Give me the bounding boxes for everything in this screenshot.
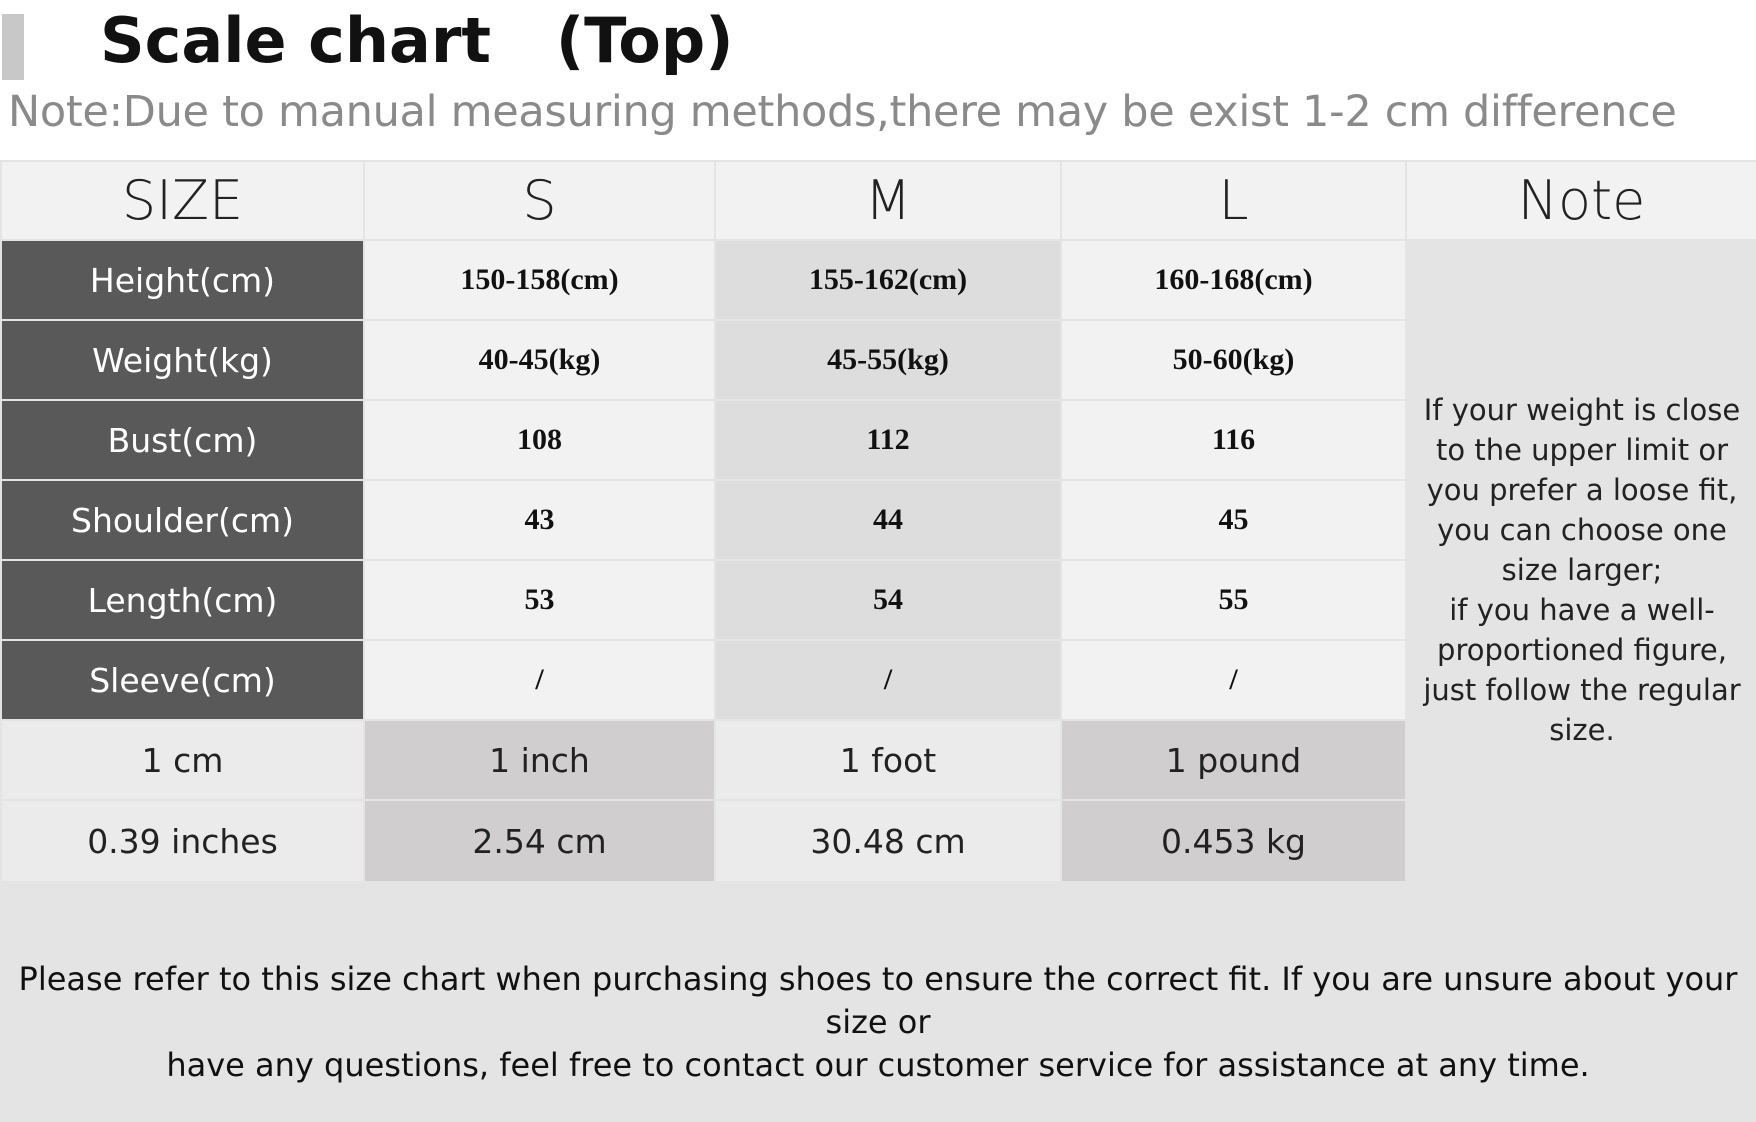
conversion-pound-value: 0.453 kg xyxy=(1062,801,1405,881)
cell-shoulder-l: 45 xyxy=(1062,481,1405,559)
header-s: S xyxy=(365,162,714,239)
cell-length-m: 54 xyxy=(716,561,1060,639)
cell-height-m: 155-162(cm) xyxy=(716,241,1060,319)
cell-height-l: 160-168(cm) xyxy=(1062,241,1405,319)
cell-bust-s: 108 xyxy=(365,401,714,479)
cell-length-l: 55 xyxy=(1062,561,1405,639)
fit-advice-line: you prefer a loose fit, xyxy=(1426,473,1738,507)
cell-sleeve-l: / xyxy=(1062,641,1405,719)
conversion-foot: 1 foot xyxy=(716,721,1060,799)
header-l: L xyxy=(1062,162,1405,239)
conversion-pound: 1 pound xyxy=(1062,721,1405,799)
fit-advice-line: size. xyxy=(1549,713,1615,747)
header-size: SIZE xyxy=(2,162,363,239)
conversion-cm: 1 cm xyxy=(2,721,363,799)
cell-weight-s: 40-45(kg) xyxy=(365,321,714,399)
fit-advice-line: you can choose one xyxy=(1437,513,1727,547)
conversion-inch-value: 2.54 cm xyxy=(365,801,714,881)
footer-line-1: Please refer to this size chart when pur… xyxy=(18,960,1738,1041)
header-m: M xyxy=(716,162,1060,239)
cell-length-s: 53 xyxy=(365,561,714,639)
footer-message: Please refer to this size chart when pur… xyxy=(0,958,1756,1087)
cell-shoulder-m: 44 xyxy=(716,481,1060,559)
fit-advice-note: If your weight is close to the upper lim… xyxy=(1410,390,1754,750)
cell-bust-m: 112 xyxy=(716,401,1060,479)
row-label-shoulder: Shoulder(cm) xyxy=(2,481,363,559)
fit-advice-line: If your weight is close xyxy=(1423,393,1741,427)
row-label-weight: Weight(kg) xyxy=(2,321,363,399)
cell-height-s: 150-158(cm) xyxy=(365,241,714,319)
fit-advice-line: size larger; xyxy=(1501,553,1663,587)
conversion-cm-value: 0.39 inches xyxy=(2,801,363,881)
cell-bust-l: 116 xyxy=(1062,401,1405,479)
fit-advice-line: just follow the regular xyxy=(1423,673,1741,707)
row-label-height: Height(cm) xyxy=(2,241,363,319)
title-accent-bar xyxy=(2,14,24,80)
cell-weight-l: 50-60(kg) xyxy=(1062,321,1405,399)
conversion-inch: 1 inch xyxy=(365,721,714,799)
footer-line-2: have any questions, feel free to contact… xyxy=(166,1046,1590,1084)
row-label-length: Length(cm) xyxy=(2,561,363,639)
header-note: Note xyxy=(1407,162,1756,239)
page-title: Scale chart (Top) xyxy=(100,4,734,77)
fit-advice-line: to the upper limit or xyxy=(1436,433,1728,467)
conversion-foot-value: 30.48 cm xyxy=(716,801,1060,881)
cell-shoulder-s: 43 xyxy=(365,481,714,559)
cell-weight-m: 45-55(kg) xyxy=(716,321,1060,399)
fit-advice-line: proportioned figure, xyxy=(1437,633,1727,667)
cell-sleeve-s: / xyxy=(365,641,714,719)
row-label-bust: Bust(cm) xyxy=(2,401,363,479)
measurement-note: Note:Due to manual measuring methods,the… xyxy=(8,87,1677,137)
row-label-sleeve: Sleeve(cm) xyxy=(2,641,363,719)
cell-sleeve-m: / xyxy=(716,641,1060,719)
fit-advice-line: if you have a well- xyxy=(1449,593,1715,627)
